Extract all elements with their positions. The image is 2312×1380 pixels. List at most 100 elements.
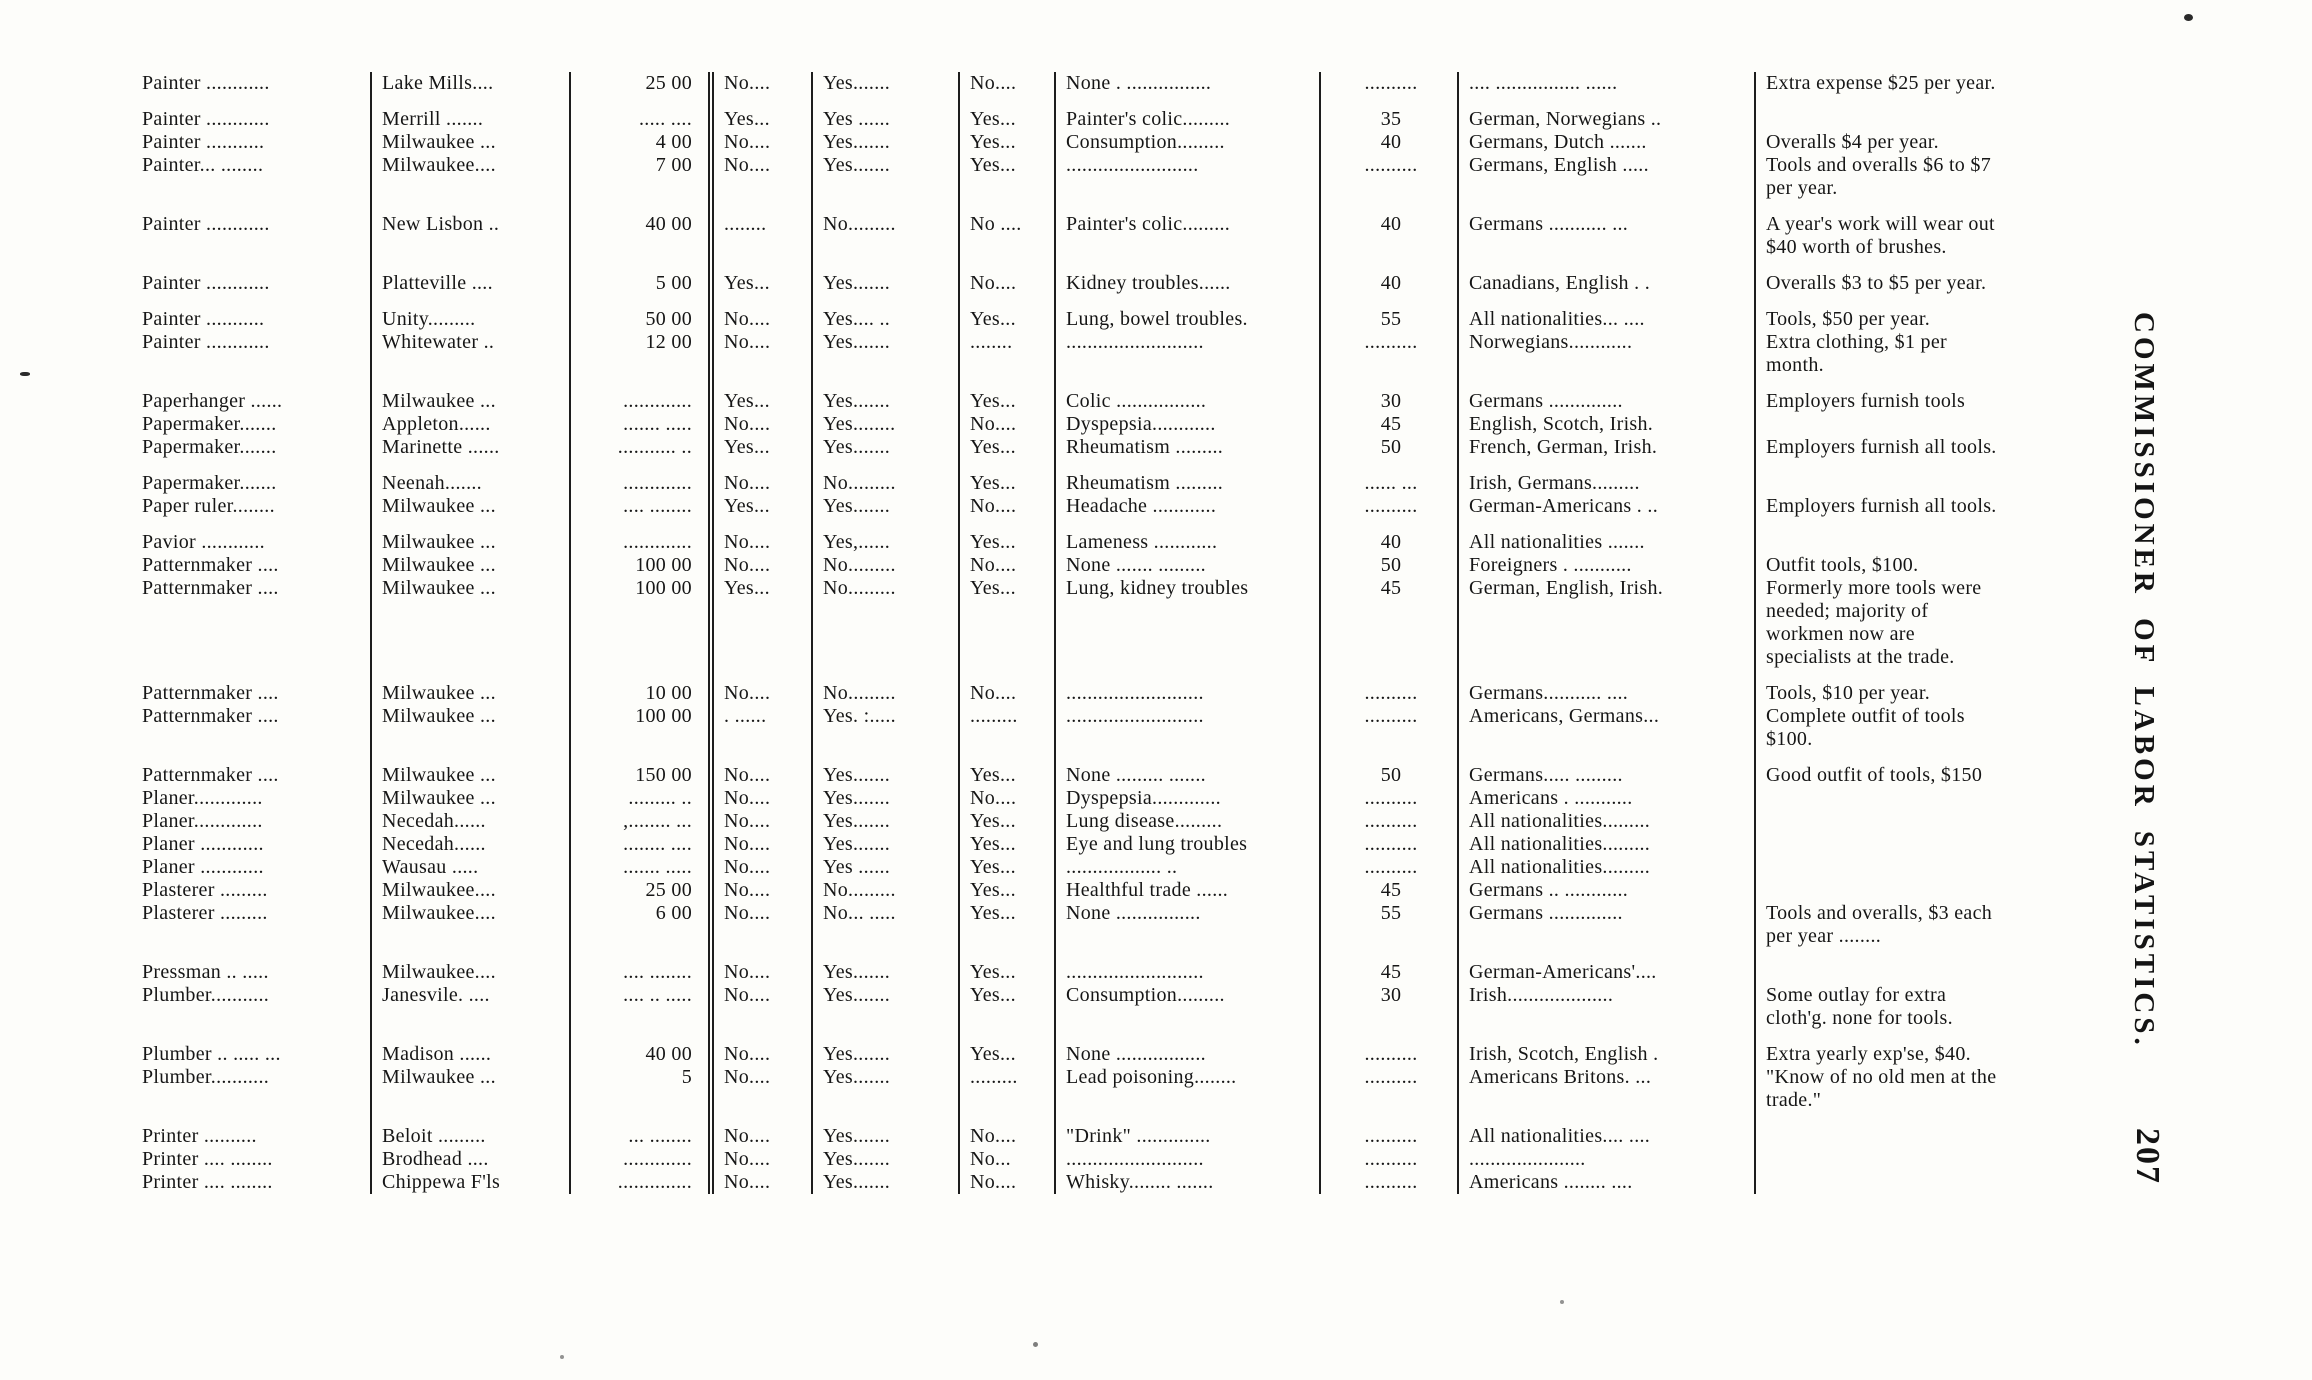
cell-nationality: Germans........... ....	[1458, 669, 1756, 705]
cell-age: 45	[1320, 879, 1459, 902]
cell-disease: None . ................	[1055, 72, 1321, 95]
cell-age: 45	[1320, 577, 1459, 669]
cell-location: Appleton......	[371, 413, 571, 436]
cell-q3: Yes...	[959, 295, 1056, 331]
cell-q1: Yes...	[711, 259, 813, 295]
cell-q1: No....	[711, 131, 813, 154]
cell-age: 30	[1320, 984, 1459, 1030]
cell-occupation: Planer ............	[138, 856, 372, 879]
cell-age: ..........	[1320, 856, 1459, 879]
cell-age: ..........	[1320, 810, 1459, 833]
cell-location: Platteville ....	[371, 259, 571, 295]
cell-age: ..........	[1320, 1148, 1459, 1171]
table-row: Patternmaker .... Milwaukee ... 10 00 No...…	[138, 669, 2099, 705]
cell-location: Milwaukee ...	[371, 518, 571, 554]
cell-nationality: Irish, Germans.........	[1458, 459, 1756, 495]
table-row: Printer .... ........ Chippewa F'ls......…	[138, 1171, 2099, 1194]
cell-occupation: Pressman .. .....	[138, 948, 372, 984]
cell-amount: .... ........	[570, 495, 714, 518]
cell-remarks	[1755, 459, 2099, 495]
cell-nationality: Germans, English .....	[1458, 154, 1756, 200]
cell-remarks	[1755, 1171, 2099, 1194]
cell-disease: ..........................	[1055, 1148, 1321, 1171]
cell-q2: Yes.......	[812, 833, 960, 856]
cell-nationality: Norwegians............	[1458, 331, 1756, 377]
table-row: Painter ........... Unity......... 50 00 No…	[138, 295, 2099, 331]
cell-nationality: All nationalities.... ....	[1458, 1112, 1756, 1148]
cell-remarks	[1755, 948, 2099, 984]
cell-disease: Dyspepsia............	[1055, 413, 1321, 436]
table-row: Plasterer ......... Milwaukee.... 6 00 No..…	[138, 902, 2099, 948]
cell-occupation: Patternmaker ....	[138, 577, 372, 669]
cell-age: 40	[1320, 200, 1459, 259]
cell-q3: No....	[959, 72, 1056, 95]
cell-q3: No....	[959, 669, 1056, 705]
cell-q1: No....	[711, 1030, 813, 1066]
cell-q2: No.........	[812, 577, 960, 669]
cell-occupation: Painter ............	[138, 259, 372, 295]
cell-location: Milwaukee ...	[371, 669, 571, 705]
cell-occupation: Plumber...........	[138, 984, 372, 1030]
cell-nationality: All nationalities.........	[1458, 856, 1756, 879]
cell-disease: ..........................	[1055, 948, 1321, 984]
cell-nationality: German-Americans . ..	[1458, 495, 1756, 518]
table-row: Patternmaker .... Milwaukee ... 100 00 No..…	[138, 554, 2099, 577]
cell-q3: Yes...	[959, 810, 1056, 833]
cell-age: 40	[1320, 131, 1459, 154]
table-row: Plasterer ......... Milwaukee.... 25 00 No.…	[138, 879, 2099, 902]
cell-occupation: Planer ............	[138, 833, 372, 856]
cell-amount: 25 00	[570, 72, 714, 95]
cell-age: ..........	[1320, 1112, 1459, 1148]
cell-occupation: Patternmaker ....	[138, 554, 372, 577]
cell-q2: Yes.......	[812, 331, 960, 377]
cell-q3: Yes...	[959, 984, 1056, 1030]
cell-nationality: Germans ........... ...	[1458, 200, 1756, 259]
cell-q2: Yes.......	[812, 1066, 960, 1112]
cell-disease: Lung, bowel troubles.	[1055, 295, 1321, 331]
cell-q3: Yes...	[959, 902, 1056, 948]
cell-occupation: Painter ...........	[138, 131, 372, 154]
cell-q2: Yes.... ..	[812, 295, 960, 331]
table-row: Patternmaker .... Milwaukee ... 100 00. ..…	[138, 705, 2099, 751]
cell-nationality: Irish....................	[1458, 984, 1756, 1030]
cell-age: 50	[1320, 751, 1459, 787]
cell-nationality: Germans ..............	[1458, 902, 1756, 948]
cell-occupation: Painter... ........	[138, 154, 372, 200]
cell-disease: Consumption.........	[1055, 984, 1321, 1030]
cell-location: Unity.........	[371, 295, 571, 331]
cell-location: Brodhead ....	[371, 1148, 571, 1171]
cell-q3: Yes...	[959, 436, 1056, 459]
cell-q2: Yes,......	[812, 518, 960, 554]
cell-remarks: Employers furnish tools	[1766, 390, 1966, 412]
cell-nationality: ......................	[1458, 1148, 1756, 1171]
cell-remarks: "Know of no old men at the trade."	[1766, 1066, 1997, 1111]
cell-amount: 100 00	[570, 705, 714, 751]
cell-disease: Kidney troubles......	[1055, 259, 1321, 295]
cell-amount: ... ........	[570, 1112, 714, 1148]
cell-q1: No....	[711, 984, 813, 1030]
scan-artifact	[1033, 1342, 1038, 1347]
cell-q3: Yes...	[959, 377, 1056, 413]
cell-age: ..........	[1320, 72, 1459, 95]
cell-q2: No.........	[812, 459, 960, 495]
cell-location: Milwaukee ...	[371, 577, 571, 669]
cell-q1: No....	[711, 787, 813, 810]
cell-q1: No....	[711, 810, 813, 833]
cell-q2: No... .....	[812, 902, 960, 948]
cell-amount: .... .. .....	[570, 984, 714, 1030]
cell-q2: Yes.......	[812, 495, 960, 518]
cell-amount: 4 00	[570, 131, 714, 154]
cell-age: ..........	[1320, 1171, 1459, 1194]
cell-occupation: Patternmaker ....	[138, 705, 372, 751]
cell-q2: No.........	[812, 554, 960, 577]
table-row: Planer ............ Wausau ............ .…	[138, 856, 2099, 879]
cell-amount: 100 00	[570, 577, 714, 669]
cell-disease: Painter's colic.........	[1055, 95, 1321, 131]
cell-remarks: Extra yearly exp'se, $40.	[1766, 1043, 1971, 1065]
table-row: Plumber........... Milwaukee ... 5 No.... Ye…	[138, 1066, 2099, 1112]
cell-q2: Yes.......	[812, 377, 960, 413]
cell-q2: Yes.......	[812, 72, 960, 95]
cell-remarks: Tools, $10 per year.	[1766, 682, 1931, 704]
cell-q3: Yes...	[959, 95, 1056, 131]
